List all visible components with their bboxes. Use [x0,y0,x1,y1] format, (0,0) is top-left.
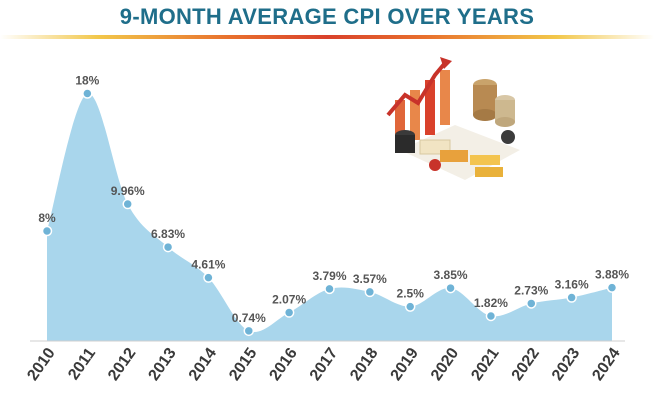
x-tick-label: 2022 [509,345,543,384]
data-point [41,225,53,237]
x-tick-label: 2015 [226,345,260,384]
title-divider [0,35,654,39]
data-label: 4.61% [191,258,225,272]
data-label: 3.57% [353,272,387,286]
x-tick-label: 2016 [267,345,301,384]
data-point [364,286,376,298]
data-label: 3.79% [312,269,346,283]
x-tick-label: 2023 [549,345,583,384]
x-tick-label: 2011 [65,345,99,383]
data-point [283,307,295,318]
data-label: 8% [38,211,56,225]
data-point [162,241,174,253]
x-tick-label: 2020 [428,345,462,384]
data-label: 2.73% [514,283,548,297]
data-label: 3.16% [555,278,589,292]
data-point [485,310,497,322]
data-point [243,325,255,337]
data-point [82,88,93,99]
data-label: 2.07% [272,293,306,307]
cpi-area [47,93,612,341]
x-tick-label: 2012 [105,345,139,384]
data-point [203,272,214,283]
x-tick-label: 2021 [468,345,502,384]
x-tick-label: 2013 [145,345,179,384]
data-label: 1.82% [474,296,508,310]
data-label: 2.5% [397,287,425,301]
data-label: 18% [75,74,99,88]
data-label: 0.74% [232,311,266,325]
data-label: 3.88% [595,268,629,282]
x-tick-label: 2014 [186,345,220,384]
chart-title: 9-MONTH AVERAGE CPI OVER YEARS [119,4,535,29]
data-point [324,283,335,295]
data-label: 6.83% [151,227,185,241]
x-tick-label: 2024 [589,345,623,384]
data-point [445,282,456,294]
x-tick-label: 2017 [307,345,341,384]
x-tick-label: 2010 [24,345,58,384]
x-tick-label: 2018 [347,345,381,384]
data-point [566,292,577,303]
data-point [606,282,618,293]
data-label: 3.85% [434,268,468,282]
economy-illustration-icon [386,57,520,180]
data-point [122,198,133,210]
data-point [404,301,416,312]
data-point [526,298,537,309]
data-label: 9.96% [111,184,145,198]
x-tick-label: 2019 [388,345,422,384]
